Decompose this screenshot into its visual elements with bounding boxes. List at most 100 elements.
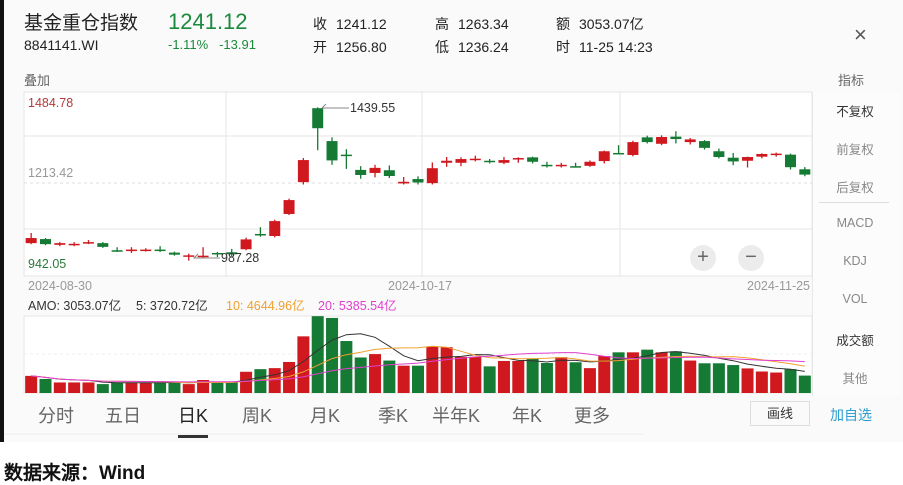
tab-halfyear-k[interactable]: 半年K: [432, 406, 481, 426]
candle-down: [727, 157, 739, 162]
overlay-button[interactable]: 叠加: [24, 73, 51, 88]
close-icon[interactable]: ×: [854, 22, 867, 47]
candle-down: [154, 249, 166, 252]
volume-bar-up: [125, 382, 138, 393]
last-price: 1241.12: [168, 9, 248, 34]
volume-bar-down: [784, 369, 797, 393]
candle-down: [699, 141, 711, 148]
trough-label: 987.28: [221, 251, 259, 265]
volume-bar-up: [240, 371, 253, 393]
draw-line-button[interactable]: 画线: [750, 401, 810, 426]
candle-up: [598, 151, 610, 162]
volume-bar-down: [111, 382, 124, 393]
candle-up: [455, 159, 467, 163]
date-mid: 2024-10-17: [388, 279, 452, 293]
adj-backward[interactable]: 后复权: [836, 181, 874, 195]
tab-weekly-k[interactable]: 周K: [242, 406, 273, 426]
change-pct: -1.11%: [168, 37, 209, 52]
volume-bar-down: [669, 351, 682, 393]
candle-down: [340, 154, 352, 157]
volume-bar-down: [383, 360, 396, 393]
volume-bar-down: [698, 363, 711, 393]
index-name: 基金重仓指数: [24, 13, 139, 34]
adj-none[interactable]: 不复权: [836, 105, 874, 119]
volume-bar-down: [354, 357, 367, 393]
candle-up: [283, 200, 295, 214]
tab-daily-k[interactable]: 日K: [178, 402, 209, 438]
candle-down: [484, 160, 496, 163]
volume-bar-down: [154, 382, 167, 393]
tab-yearly-k[interactable]: 年K: [512, 406, 543, 426]
volume-bar-down: [540, 362, 553, 393]
candle-down: [39, 239, 51, 245]
indicator-other[interactable]: 其他: [842, 372, 868, 386]
candle-down: [326, 141, 338, 161]
candle-up: [627, 142, 639, 155]
volume-bar-up: [139, 382, 152, 393]
indicator-macd[interactable]: MACD: [836, 216, 874, 230]
candle-down: [97, 243, 109, 247]
ma20-line: [31, 352, 805, 383]
volume-bar-down: [225, 382, 238, 393]
volume-bar-up: [512, 360, 525, 393]
volume-bar-up: [755, 371, 768, 393]
quote-close: 收 1241.12: [313, 16, 387, 32]
volume-bar-down: [211, 382, 224, 393]
ma5-line: [31, 333, 805, 384]
tab-monthly-k[interactable]: 月K: [310, 406, 341, 426]
volume-bar-down: [526, 358, 539, 393]
data-source: 数据来源：Wind: [4, 463, 146, 484]
kline-window: 基金重仓指数 8841141.WI 1241.12 -1.11% -13.91 …: [0, 0, 903, 442]
candle-up: [125, 249, 137, 252]
candle-up: [584, 161, 596, 166]
candle-up: [398, 181, 410, 184]
candle-down: [527, 157, 539, 162]
volume-bar-down: [612, 352, 625, 393]
change-abs: -13.91: [219, 37, 256, 52]
volume-bar-up: [25, 375, 38, 393]
volume-bar-down: [39, 378, 52, 393]
candle-down: [226, 252, 238, 255]
tab-intraday[interactable]: 分时: [38, 406, 74, 426]
y-mid-label: 1213.42: [28, 166, 73, 180]
volume-bar-up: [426, 346, 439, 393]
volume-bar-up: [454, 356, 467, 393]
indicator-amount[interactable]: 成交额: [836, 334, 874, 348]
kline-chart[interactable]: 1484.78 1213.42 942.05 1439.55 987.28 2024-08…: [4, 0, 903, 442]
indicator-kdj[interactable]: KDJ: [843, 254, 867, 268]
volume-bar-down: [168, 382, 181, 393]
indicator-vol[interactable]: VOL: [842, 292, 868, 306]
add-watchlist-button[interactable]: 加自选: [830, 407, 872, 423]
peak-arrow: [320, 103, 349, 109]
zoom-out-button[interactable]: −: [738, 245, 764, 271]
candle-down: [412, 179, 424, 183]
candle-up: [82, 242, 94, 244]
tab-quarterly-k[interactable]: 季K: [378, 406, 409, 426]
index-code: 8841141.WI: [24, 37, 99, 53]
amo-value: AMO: 3053.07亿: [28, 298, 121, 313]
candle-up: [512, 158, 524, 160]
volume-bar-up: [655, 352, 668, 393]
zoom-in-button[interactable]: +: [690, 245, 716, 271]
volume-bar-up: [397, 365, 410, 393]
y-min-label: 942.05: [28, 257, 66, 271]
candle-up: [684, 139, 696, 143]
volume-bar-up: [440, 347, 453, 393]
adj-forward[interactable]: 前复权: [836, 143, 874, 157]
candle-up: [498, 160, 510, 163]
tab-five-day[interactable]: 五日: [105, 406, 141, 426]
volume-bar-down: [483, 366, 496, 393]
volume-bar-up: [268, 368, 281, 393]
candle-up: [25, 238, 37, 244]
tab-more[interactable]: 更多: [574, 406, 610, 426]
candle-up: [68, 243, 80, 246]
candle-up: [426, 168, 438, 184]
volume-bar-down: [412, 365, 424, 393]
candle-down: [111, 250, 123, 252]
date-start: 2024-08-30: [28, 279, 92, 293]
candle-down: [670, 136, 682, 140]
candle-down: [541, 164, 553, 167]
volume-bar-up: [369, 354, 382, 393]
candle-up: [441, 160, 453, 163]
volume-bar-up: [684, 360, 697, 393]
